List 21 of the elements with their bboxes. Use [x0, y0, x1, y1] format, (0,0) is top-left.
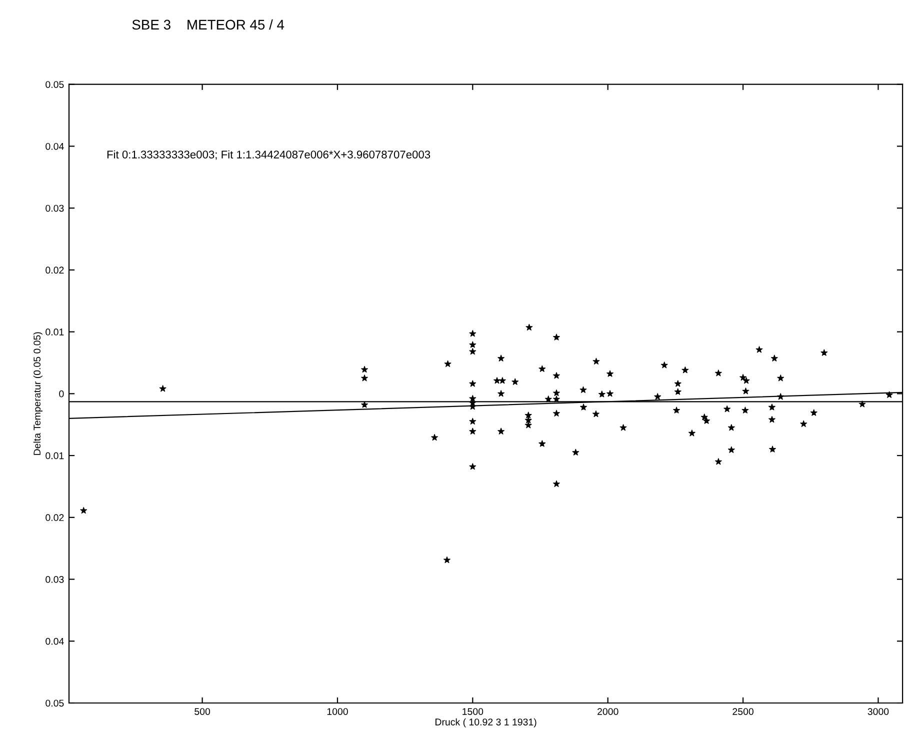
x-axis-title: Druck ( 10.92 3 1 1931) [436, 718, 536, 728]
x-tick-label: 2500 [732, 708, 754, 715]
y-tick-label: 0.04 [46, 638, 64, 645]
y-tick-label: 0.02 [46, 514, 64, 522]
x-tick-label: 1500 [462, 708, 484, 715]
y-tick-label: 0.05 [46, 81, 64, 88]
y-tick-label: 0.01 [46, 452, 64, 460]
y-tick-label: 0.01 [46, 328, 64, 336]
chart-title: SBE 3 METEOR 45 / 4 [132, 19, 284, 30]
annotation: Fit 0:1.33333333e003; Fit 1:1.34424087e006*X+3.96078707e003 [107, 150, 430, 160]
y-tick-label: 0.05 [46, 700, 64, 707]
y-tick-label: 0.03 [46, 576, 64, 583]
y-tick-label: 0.03 [46, 204, 64, 212]
x-tick-label: 3000 [868, 708, 889, 715]
y-tick-label: 0.02 [46, 266, 64, 274]
x-tick-label: 2000 [598, 708, 618, 715]
y-axis-title: Delta Temperatur (0.05 0.05) [33, 332, 42, 455]
y-tick-label: 0 [59, 390, 64, 398]
y-tick-label: 0.04 [46, 142, 64, 150]
x-tick-label: 1000 [327, 708, 348, 715]
x-tick-label: 500 [194, 708, 210, 715]
